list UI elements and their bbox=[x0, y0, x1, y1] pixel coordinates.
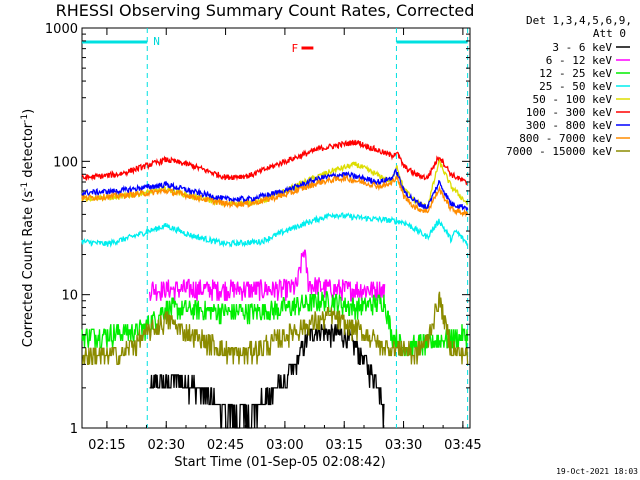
legend-label: 3 - 6 keV bbox=[552, 41, 612, 54]
legend-label: 6 - 12 keV bbox=[546, 54, 613, 67]
y-axis-label-sup1: -1 bbox=[20, 182, 30, 191]
legend-label: 7000 - 15000 keV bbox=[506, 145, 612, 158]
plot-area bbox=[81, 27, 471, 429]
x-axis-label: Start Time (01-Sep-05 02:08:42) bbox=[174, 455, 385, 470]
x-tick-label: 02:15 bbox=[88, 438, 125, 453]
legend-label: 50 - 100 keV bbox=[533, 93, 613, 106]
flare-label: F bbox=[292, 42, 299, 55]
series-layer bbox=[81, 139, 469, 429]
series-line bbox=[148, 249, 386, 302]
legend-label: 25 - 50 keV bbox=[539, 80, 612, 93]
legend-header-line2: Att 0 bbox=[593, 27, 626, 40]
y-tick-label: 100 bbox=[53, 155, 78, 170]
x-tick-label: 03:15 bbox=[325, 438, 362, 453]
y-axis-label: Corrected Count Rate (s-1 detector-1) bbox=[20, 109, 36, 347]
axes: 02:15 02:30 02:45 03:00 03:15 03:30 03:45 1 10 10… bbox=[45, 22, 482, 453]
x-tick-label: 03:45 bbox=[444, 438, 481, 453]
series-line bbox=[149, 324, 385, 429]
x-tick-label: 03:30 bbox=[385, 438, 422, 453]
x-tick-label: 02:30 bbox=[148, 438, 185, 453]
y-tick-label: 10 bbox=[61, 289, 78, 304]
night-label: N bbox=[153, 35, 160, 48]
chart-title: RHESSI Observing Summary Count Rates, Co… bbox=[56, 1, 475, 20]
y-axis-label-sup2: -1 bbox=[20, 114, 30, 123]
series-line bbox=[81, 167, 469, 213]
y-axis-label-part2: detector bbox=[21, 122, 36, 182]
legend-label: 100 - 300 keV bbox=[526, 106, 612, 119]
series-line bbox=[81, 139, 468, 186]
y-axis-label-part1: Corrected Count Rate (s bbox=[21, 191, 36, 348]
x-tick-label: 03:00 bbox=[266, 438, 303, 453]
y-tick-label: 1000 bbox=[45, 22, 78, 37]
y-axis-label-part3: ) bbox=[21, 109, 36, 114]
legend-label: 12 - 25 keV bbox=[539, 67, 612, 80]
legend-label: 800 - 7000 keV bbox=[519, 132, 612, 145]
generation-timestamp: 19-Oct-2021 18:03 bbox=[556, 467, 638, 476]
legend-header-line1: Det 1,3,4,5,6,9, bbox=[526, 14, 632, 27]
plot-frame bbox=[81, 27, 471, 429]
y-tick-label: 1 bbox=[70, 422, 78, 437]
series-line bbox=[81, 173, 469, 218]
x-tick-label: 02:45 bbox=[207, 438, 244, 453]
legend-label: 300 - 800 keV bbox=[526, 119, 612, 132]
series-line bbox=[81, 291, 469, 366]
series-line bbox=[81, 212, 469, 248]
